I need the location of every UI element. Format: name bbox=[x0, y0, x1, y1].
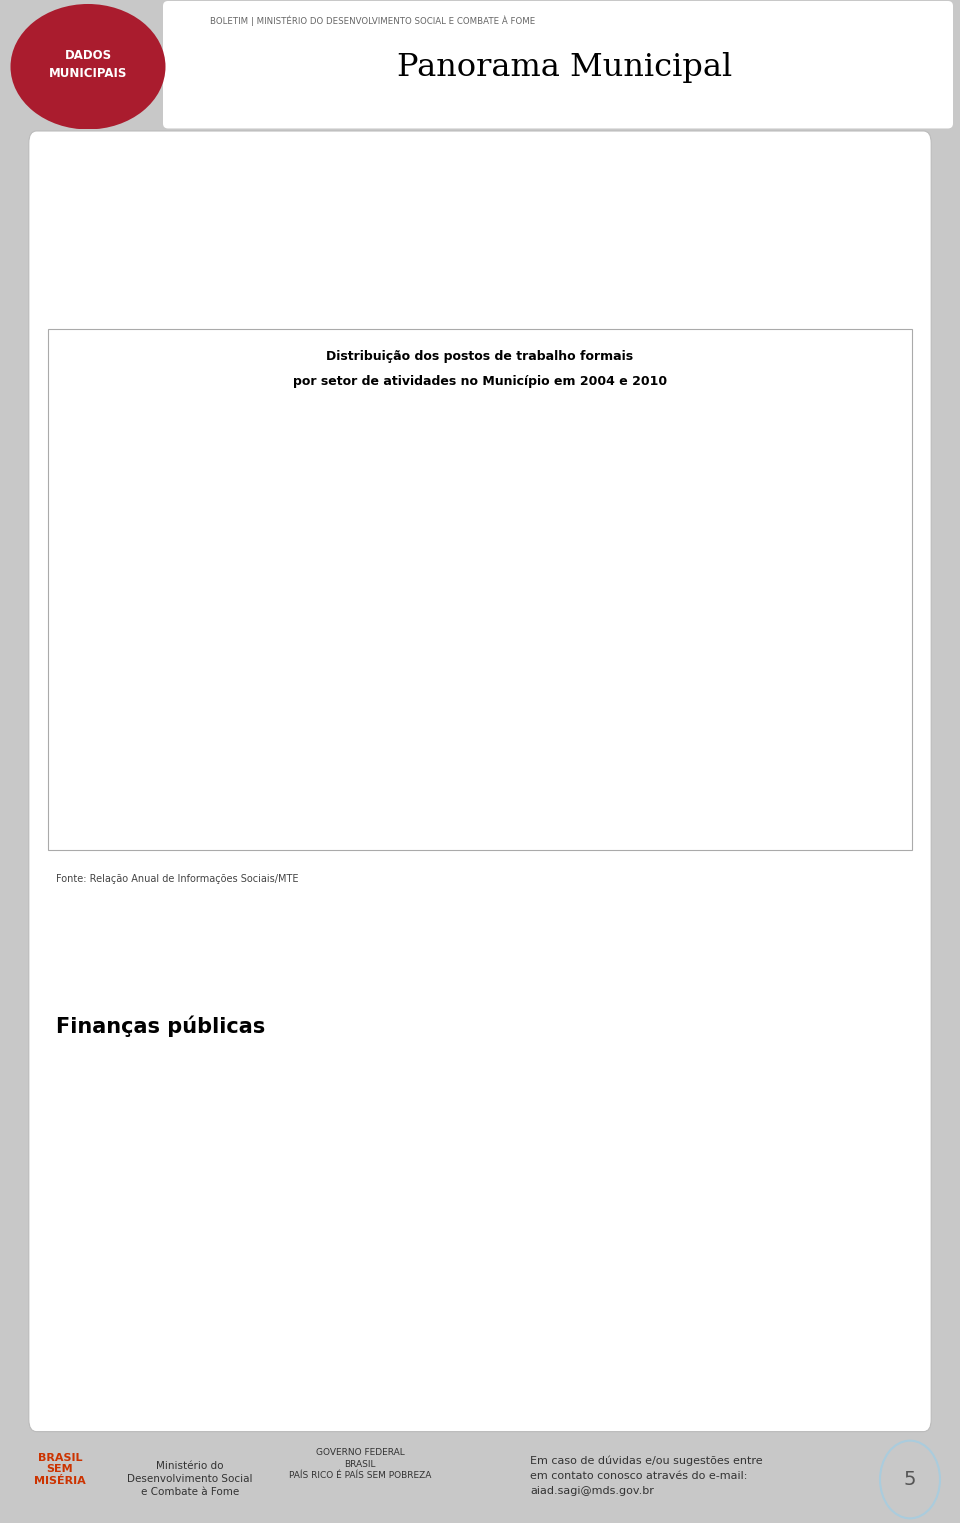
Bar bbox=[650, 611, 687, 664]
Bar bbox=[157, 661, 195, 664]
Text: 1.017: 1.017 bbox=[750, 754, 778, 763]
Text: Administração Pública foi o setor com maior volume de empregos formais, com 1.50: Administração Pública foi o setor com ma… bbox=[56, 152, 703, 203]
Text: Indústria de
Transformação: Indústria de Transformação bbox=[234, 693, 305, 714]
Bar bbox=[847, 570, 884, 664]
Bar bbox=[48, 731, 121, 786]
Text: Os setores que mais aumentaram a participação entre 2004 e 2010 na estrutura do : Os setores que mais aumentaram a partici… bbox=[56, 862, 766, 912]
Bar bbox=[220, 731, 319, 786]
Text: Construção
Civil: Construção Civil bbox=[440, 693, 495, 714]
Text: por setor de atividades no Município em 2004 e 2010: por setor de atividades no Município em … bbox=[293, 375, 667, 388]
Text: 25: 25 bbox=[164, 754, 177, 763]
Ellipse shape bbox=[11, 5, 165, 129]
Bar bbox=[219, 653, 256, 664]
Text: Agropecuária: Agropecuária bbox=[830, 699, 895, 708]
Text: Serviço a
Indústria: Serviço a Indústria bbox=[346, 693, 391, 714]
Bar bbox=[319, 786, 418, 841]
Text: Em caso de dúvidas e/ou sugestões entre
em contato conosco através do e-mail:
ai: Em caso de dúvidas e/ou sugestões entre … bbox=[530, 1456, 762, 1496]
Text: A receita orçamentária do município passou de R$ 21,4 milhões em 2005 para R$ 32: A receita orçamentária do município pass… bbox=[56, 1030, 694, 1065]
Text: Extrativa
Mineral: Extrativa Mineral bbox=[149, 693, 193, 714]
Text: ■: ■ bbox=[57, 809, 65, 818]
Text: 332: 332 bbox=[656, 809, 674, 818]
Text: 69: 69 bbox=[461, 809, 473, 818]
Bar bbox=[615, 676, 714, 731]
Text: 847: 847 bbox=[557, 809, 575, 818]
Bar bbox=[121, 786, 220, 841]
Bar bbox=[256, 646, 294, 664]
Text: ■: ■ bbox=[57, 754, 65, 763]
Bar bbox=[319, 731, 418, 786]
Bar bbox=[48, 676, 121, 731]
Text: 15: 15 bbox=[165, 809, 177, 818]
Bar bbox=[514, 564, 551, 664]
FancyBboxPatch shape bbox=[163, 2, 953, 128]
Bar bbox=[551, 530, 588, 664]
Text: 2004: 2004 bbox=[76, 754, 102, 763]
Text: 629: 629 bbox=[557, 754, 575, 763]
Bar bbox=[813, 786, 912, 841]
Text: 583: 583 bbox=[853, 754, 872, 763]
Bar bbox=[48, 786, 121, 841]
Text: 2010: 2010 bbox=[76, 809, 102, 818]
Text: BOLETIM | MINISTÉRIO DO DESENVOLVIMENTO SOCIAL E COMBATE À FOME: BOLETIM | MINISTÉRIO DO DESENVOLVIMENTO … bbox=[210, 15, 536, 26]
Bar bbox=[418, 786, 516, 841]
Text: Ministério do
Desenvolvimento Social
e Combate à Fome: Ministério do Desenvolvimento Social e C… bbox=[128, 1461, 252, 1497]
Bar bbox=[615, 731, 714, 786]
Bar bbox=[220, 676, 319, 731]
Bar bbox=[516, 786, 615, 841]
Bar bbox=[748, 425, 785, 664]
Text: 378: 378 bbox=[656, 754, 674, 763]
Text: 593: 593 bbox=[853, 809, 872, 818]
Bar bbox=[615, 786, 714, 841]
Text: Distribuição dos postos de trabalho formais: Distribuição dos postos de trabalho form… bbox=[326, 350, 634, 364]
Text: GOVERNO FEDERAL
BRASIL
PAÍS RICO É PAÍS SEM POBREZA: GOVERNO FEDERAL BRASIL PAÍS RICO É PAÍS … bbox=[289, 1448, 431, 1480]
Bar bbox=[813, 731, 912, 786]
Text: BRASIL
SEM
MISÉRIA: BRASIL SEM MISÉRIA bbox=[35, 1453, 85, 1486]
Text: Administração
Pública: Administração Pública bbox=[729, 693, 799, 714]
Bar bbox=[714, 786, 813, 841]
Text: Serviços: Serviços bbox=[644, 699, 685, 708]
Text: 69: 69 bbox=[264, 754, 276, 763]
Bar bbox=[516, 731, 615, 786]
Bar bbox=[319, 676, 418, 731]
Bar bbox=[121, 731, 220, 786]
Bar bbox=[121, 676, 220, 731]
Bar bbox=[813, 676, 912, 731]
Bar bbox=[612, 605, 650, 664]
Text: Finanças públicas: Finanças públicas bbox=[56, 1016, 265, 1037]
Text: 5: 5 bbox=[903, 1470, 916, 1489]
Text: Comércio: Comércio bbox=[543, 699, 589, 708]
Bar bbox=[416, 656, 453, 664]
Text: 7: 7 bbox=[366, 754, 372, 763]
Bar bbox=[809, 571, 847, 664]
Text: 112: 112 bbox=[260, 809, 279, 818]
Text: DADOS
MUNICIPAIS: DADOS MUNICIPAIS bbox=[49, 49, 127, 81]
Text: A dependência em relação ao Fundo de Participação dos Municípios (FPM) diminuiu : A dependência em relação ao Fundo de Par… bbox=[56, 1276, 779, 1327]
Bar bbox=[710, 503, 748, 664]
Text: A proporção das receitas próprias, ou seja, geradas a partir das atividades econ: A proporção das receitas próprias, ou se… bbox=[56, 1133, 758, 1183]
Text: 1.505: 1.505 bbox=[750, 809, 778, 818]
Text: Fonte: Relação Anual de Informações Sociais/MTE: Fonte: Relação Anual de Informações Soci… bbox=[56, 874, 299, 885]
Bar bbox=[418, 676, 516, 731]
Bar bbox=[516, 676, 615, 731]
Text: 47: 47 bbox=[461, 754, 473, 763]
Bar bbox=[418, 731, 516, 786]
Bar bbox=[354, 663, 392, 664]
Bar bbox=[714, 731, 813, 786]
Text: Panorama Municipal: Panorama Municipal bbox=[397, 52, 732, 84]
Bar bbox=[714, 676, 813, 731]
Bar bbox=[453, 653, 491, 664]
Text: 10: 10 bbox=[362, 809, 374, 818]
Bar bbox=[220, 786, 319, 841]
Bar bbox=[120, 659, 157, 664]
